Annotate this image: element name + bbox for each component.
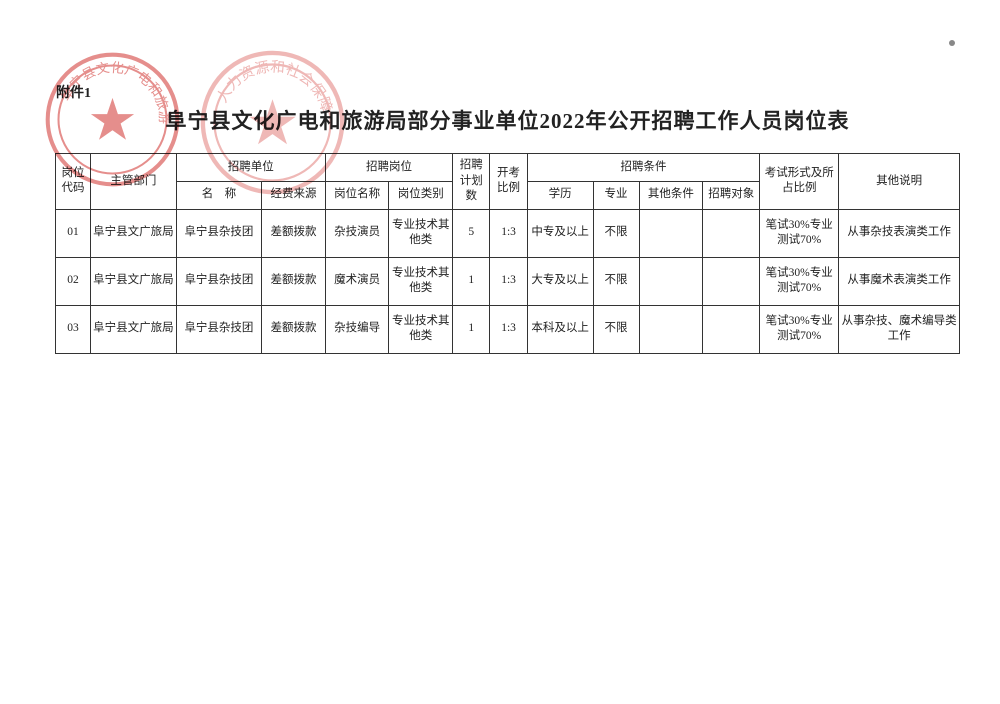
cell-note: 从事杂技、魔术编导类工作 xyxy=(839,305,960,353)
th-cond-group: 招聘条件 xyxy=(527,154,760,182)
cell-pname: 魔术演员 xyxy=(325,257,389,305)
th-note: 其他说明 xyxy=(839,154,960,210)
th-edu: 学历 xyxy=(527,181,593,209)
cell-exam: 笔试30%专业测试70% xyxy=(760,305,839,353)
cell-ratio: 1:3 xyxy=(490,209,527,257)
document-title: 阜宁县文化广电和旅游局部分事业单位2022年公开招聘工作人员岗位表 xyxy=(55,105,960,135)
th-target: 招聘对象 xyxy=(703,181,760,209)
cell-exam: 笔试30%专业测试70% xyxy=(760,257,839,305)
th-unit-group: 招聘单位 xyxy=(176,154,325,182)
cell-major: 不限 xyxy=(593,257,639,305)
cell-code: 03 xyxy=(56,305,91,353)
cell-edu: 本科及以上 xyxy=(527,305,593,353)
document-page: 附件1 阜宁县文化广电和旅游局部分事业单位2022年公开招聘工作人员岗位表 岗位… xyxy=(0,0,1000,704)
cell-plan: 1 xyxy=(453,257,490,305)
cell-target xyxy=(703,257,760,305)
cell-fund: 差额拨款 xyxy=(262,257,326,305)
table-body: 01 阜宁县文广旅局 阜宁县杂技团 差额拨款 杂技演员 专业技术其他类 5 1:… xyxy=(56,209,960,353)
cell-code: 02 xyxy=(56,257,91,305)
cell-code: 01 xyxy=(56,209,91,257)
cell-pcat: 专业技术其他类 xyxy=(389,257,453,305)
cell-edu: 中专及以上 xyxy=(527,209,593,257)
th-post-group: 招聘岗位 xyxy=(325,154,452,182)
cell-major: 不限 xyxy=(593,209,639,257)
cell-dept: 阜宁县文广旅局 xyxy=(91,305,177,353)
cell-other xyxy=(639,209,703,257)
cell-fund: 差额拨款 xyxy=(262,305,326,353)
scan-artifact-dot xyxy=(949,40,955,46)
recruitment-table: 岗位代码 主管部门 招聘单位 招聘岗位 招聘计划数 开考比例 招聘条件 考试形式… xyxy=(55,153,960,354)
table-row: 02 阜宁县文广旅局 阜宁县杂技团 差额拨款 魔术演员 专业技术其他类 1 1:… xyxy=(56,257,960,305)
cell-pcat: 专业技术其他类 xyxy=(389,209,453,257)
cell-pname: 杂技编导 xyxy=(325,305,389,353)
cell-dept: 阜宁县文广旅局 xyxy=(91,209,177,257)
cell-ratio: 1:3 xyxy=(490,305,527,353)
th-unit-fund: 经费来源 xyxy=(262,181,326,209)
cell-target xyxy=(703,209,760,257)
th-dept: 主管部门 xyxy=(91,154,177,210)
cell-other xyxy=(639,305,703,353)
cell-unit: 阜宁县杂技团 xyxy=(176,257,262,305)
th-post-name: 岗位名称 xyxy=(325,181,389,209)
th-post-cat: 岗位类别 xyxy=(389,181,453,209)
cell-unit: 阜宁县杂技团 xyxy=(176,305,262,353)
th-unit-name: 名 称 xyxy=(176,181,262,209)
th-exam: 考试形式及所占比例 xyxy=(760,154,839,210)
cell-pname: 杂技演员 xyxy=(325,209,389,257)
cell-unit: 阜宁县杂技团 xyxy=(176,209,262,257)
cell-note: 从事杂技表演类工作 xyxy=(839,209,960,257)
cell-major: 不限 xyxy=(593,305,639,353)
th-plan: 招聘计划数 xyxy=(453,154,490,210)
cell-pcat: 专业技术其他类 xyxy=(389,305,453,353)
th-code: 岗位代码 xyxy=(56,154,91,210)
cell-target xyxy=(703,305,760,353)
cell-fund: 差额拨款 xyxy=(262,209,326,257)
th-major: 专业 xyxy=(593,181,639,209)
th-ratio: 开考比例 xyxy=(490,154,527,210)
attachment-label: 附件1 xyxy=(56,82,91,102)
th-other-cond: 其他条件 xyxy=(639,181,703,209)
table-row: 01 阜宁县文广旅局 阜宁县杂技团 差额拨款 杂技演员 专业技术其他类 5 1:… xyxy=(56,209,960,257)
table-header: 岗位代码 主管部门 招聘单位 招聘岗位 招聘计划数 开考比例 招聘条件 考试形式… xyxy=(56,154,960,210)
cell-plan: 5 xyxy=(453,209,490,257)
cell-exam: 笔试30%专业测试70% xyxy=(760,209,839,257)
table-row: 03 阜宁县文广旅局 阜宁县杂技团 差额拨款 杂技编导 专业技术其他类 1 1:… xyxy=(56,305,960,353)
cell-edu: 大专及以上 xyxy=(527,257,593,305)
cell-plan: 1 xyxy=(453,305,490,353)
cell-dept: 阜宁县文广旅局 xyxy=(91,257,177,305)
cell-other xyxy=(639,257,703,305)
cell-ratio: 1:3 xyxy=(490,257,527,305)
cell-note: 从事魔术表演类工作 xyxy=(839,257,960,305)
